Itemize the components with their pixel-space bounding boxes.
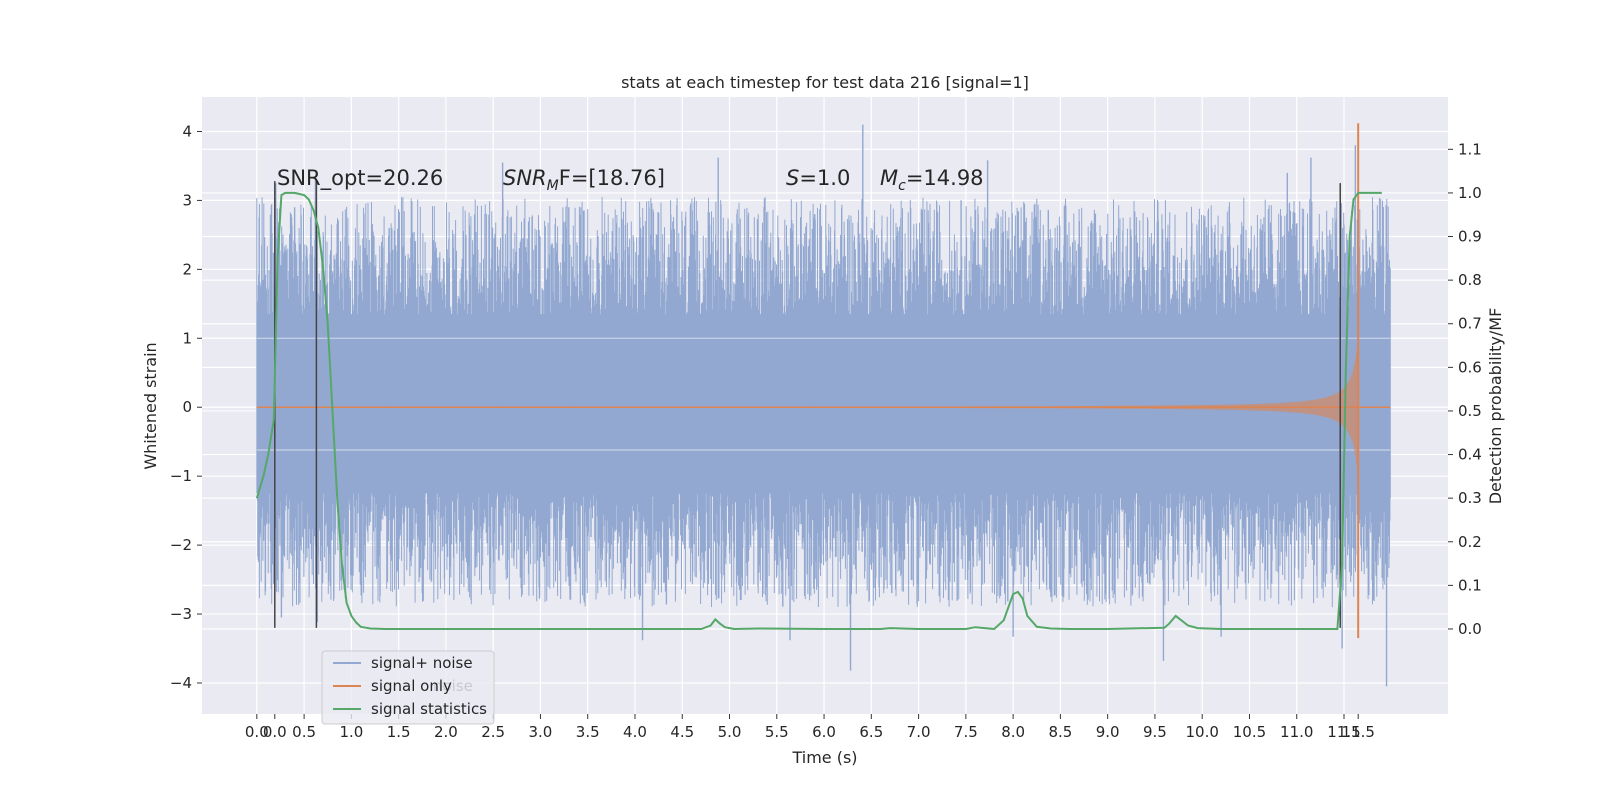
s-main: S	[786, 166, 799, 190]
y-tick-label: 3	[182, 191, 192, 209]
x-tick-label: 8.5	[1048, 723, 1072, 741]
x-tick-label: 5.5	[765, 723, 789, 741]
x-tick-label: 3.5	[576, 723, 600, 741]
snr-mf-main: SNR	[503, 166, 547, 190]
right-tick-label: 1.0	[1458, 184, 1482, 202]
right-tick-label: 0.3	[1458, 489, 1482, 507]
x-tick-label: 11.0	[1280, 723, 1313, 741]
annotations: SNR_opt=20.26 SNRMF=[18.76] S=1.0 Mc=14.…	[277, 166, 984, 194]
right-tick-label: 1.1	[1458, 140, 1482, 158]
x-tick-label: 8.0	[1001, 723, 1025, 741]
right-tick-label: 0.9	[1458, 228, 1482, 246]
x-tick-label: 2.0	[434, 723, 458, 741]
right-tick-labels: 1.1 1.0 0.9 0.8 0.7 0.6 0.5 0.4 0.3 0.2 0.1 0.0	[1448, 140, 1482, 638]
series-signal-only	[256, 123, 1391, 639]
s-annotation: S=1.0	[786, 166, 850, 190]
x-tick-label: 1.0	[339, 723, 363, 741]
x-axis-label: Time (s)	[791, 748, 857, 767]
right-tick-label: 0.4	[1458, 446, 1482, 464]
s-rest: =1.0	[799, 166, 850, 190]
vertical-markers	[255, 181, 1382, 631]
x-tick-label: 0.0	[245, 723, 269, 741]
x-tick-labels: 0.0 0.5 1.0 1.5 2.0 2.5 3.0 3.5 4.0 4.5 5.0 5.5 6.0 6…	[245, 714, 1375, 741]
y-tick-label: −2	[170, 536, 192, 554]
mc-annotation: Mc=14.98	[880, 166, 984, 194]
x-tick-label: 10.5	[1233, 723, 1266, 741]
legend-entry-signal: signal only	[371, 677, 452, 695]
legend: noise signal+ noise signal only signal s…	[321, 650, 495, 725]
x-tick-label: 7.5	[954, 723, 978, 741]
mc-main: M	[880, 166, 898, 190]
x-tick-label: 2.5	[481, 723, 505, 741]
x-tick-label: 7.0	[907, 723, 931, 741]
snr-mf-rest: F=[18.76]	[559, 166, 665, 190]
legend-entry-stat: signal statistics	[371, 700, 487, 718]
snr-mf-annotation: SNRMF=[18.76]	[503, 166, 665, 194]
y-tick-label: −4	[170, 674, 192, 692]
x-tick-label: 3.0	[529, 723, 553, 741]
y-tick-label: −1	[170, 467, 192, 485]
x-tick-label: 9.5	[1143, 723, 1167, 741]
mc-rest: =14.98	[906, 166, 984, 190]
x-tick-label: 9.0	[1096, 723, 1120, 741]
series-signal-noise	[256, 124, 1391, 687]
x-tick-label: 5.0	[718, 723, 742, 741]
right-tick-label: 0.5	[1458, 402, 1482, 420]
y-tick-label: 0	[182, 398, 192, 416]
y-tick-labels: 4 3 2 1 0 −1 −2 −3 −4	[170, 122, 202, 692]
x-tick-label: 4.0	[623, 723, 647, 741]
x-tick-label: 1.5	[387, 723, 411, 741]
noise-trace	[256, 197, 1391, 608]
y-tick-label: 4	[182, 122, 192, 140]
snr-opt-annotation: SNR_opt=20.26	[277, 166, 443, 191]
snr-mf-subscript: M	[547, 178, 559, 194]
x-tick-label: 6.5	[859, 723, 883, 741]
y-tick-label: 2	[182, 260, 192, 278]
x-tick-label: 0.5	[292, 723, 316, 741]
right-tick-label: 0.7	[1458, 315, 1482, 333]
series-signal-statistics	[255, 191, 1382, 631]
legend-ghost-text: noise	[433, 677, 473, 695]
right-tick-label: 0.6	[1458, 358, 1482, 376]
mc-subscript: c	[898, 178, 906, 194]
legend-entry-noise: signal+ noise	[371, 654, 473, 672]
signal-chirp-envelope	[965, 334, 1359, 480]
series-layer	[256, 123, 1391, 687]
x-tick-label: 4.5	[670, 723, 694, 741]
x-tick-label-extra: 11.5	[1341, 723, 1374, 741]
right-tick-label: 0.0	[1458, 620, 1482, 638]
y-axis-label: Whitened strain	[141, 342, 160, 469]
right-tick-label: 0.1	[1458, 576, 1482, 594]
x-tick-label-extra: 0.0	[263, 723, 287, 741]
x-tick-label: 11.5	[1327, 723, 1360, 741]
right-tick-label: 0.2	[1458, 533, 1482, 551]
y-tick-label: 1	[182, 329, 192, 347]
y-tick-label: −3	[170, 605, 192, 623]
x-tick-label: 10.0	[1186, 723, 1219, 741]
right-axis-label: Detection probability/MF	[1486, 308, 1505, 505]
right-tick-label: 0.8	[1458, 271, 1482, 289]
chart-title: stats at each timestep for test data 216…	[621, 73, 1029, 92]
x-tick-label: 6.0	[812, 723, 836, 741]
legend-box	[321, 650, 495, 725]
